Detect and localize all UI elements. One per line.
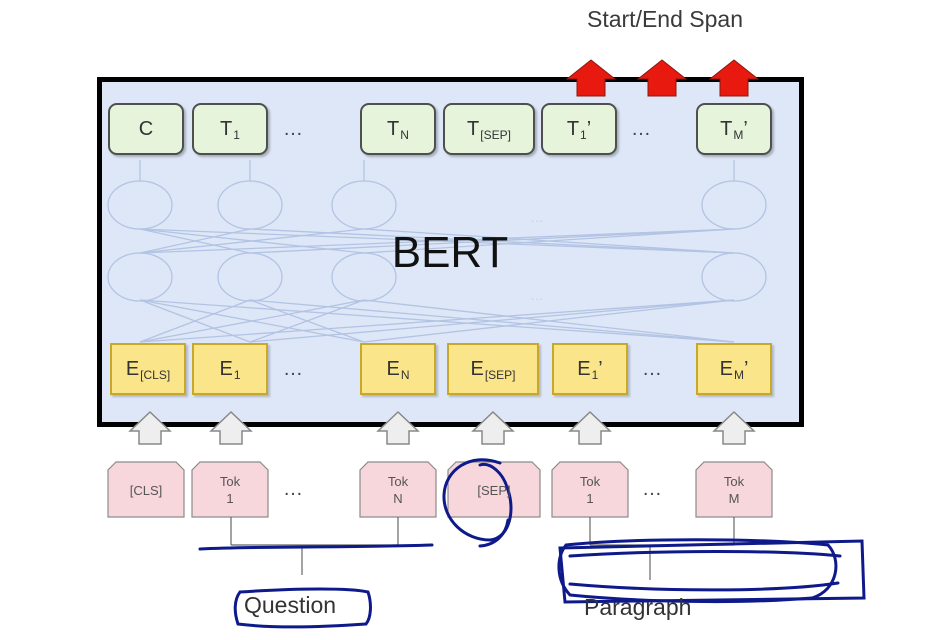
embedding-box-esep: E [SEP]	[447, 343, 539, 395]
output-box-tsep: T [SEP]	[443, 103, 535, 155]
span-arrows	[565, 59, 760, 97]
output-box-t1-prime: T 1’	[541, 103, 617, 155]
input-arrow-icon	[471, 410, 515, 445]
input-arrow-icon	[568, 410, 612, 445]
output-box-tm-prime: T M’	[696, 103, 772, 155]
embedding-subscript: M	[733, 368, 744, 382]
hidden-ellipsis-upper: …	[530, 209, 544, 225]
sep-circle	[442, 458, 513, 542]
token-sep: [SEP]	[448, 462, 540, 518]
token-para-tok-1: Tok 1	[552, 462, 628, 518]
output-prime-mark: ’	[743, 117, 748, 140]
sep-tail	[478, 518, 510, 548]
output-box-cls: C	[108, 103, 184, 155]
handwritten-annotations	[198, 458, 866, 629]
output-main: T	[467, 117, 480, 140]
token-tok-n: Tok N	[360, 462, 436, 518]
embedding-ellipsis-right: …	[642, 358, 663, 380]
output-main: T	[387, 117, 400, 140]
paragraph-scribble	[557, 538, 838, 604]
token-line1: Tok	[723, 474, 745, 489]
output-ellipsis-right: …	[631, 118, 652, 140]
embedding-main: E	[219, 357, 233, 380]
input-arrow-icon	[376, 410, 420, 445]
embedding-main: E	[719, 357, 733, 380]
input-arrows	[128, 410, 756, 445]
question-box	[233, 587, 372, 629]
embedding-box-e1-prime: E 1’	[552, 343, 628, 395]
span-arrow-icon	[565, 59, 617, 97]
output-subscript: N	[400, 128, 409, 142]
token-line2: 1	[226, 491, 234, 506]
token-ellipsis-left: …	[283, 478, 304, 500]
token-shapes	[107, 461, 773, 518]
embedding-main: E	[470, 357, 484, 380]
output-prime-mark: ’	[586, 117, 592, 140]
token-ellipsis-right: …	[642, 478, 663, 500]
token-line1: [CLS]	[129, 482, 163, 498]
span-arrow-icon	[636, 59, 688, 97]
hidden-ellipsis-lower: …	[530, 287, 544, 303]
output-subscript: M	[733, 128, 744, 142]
token-line1: [SEP]	[477, 482, 511, 498]
output-main: C	[138, 117, 154, 140]
question-underline	[198, 543, 434, 551]
token-line1: Tok	[219, 474, 241, 489]
token-line1: Tok	[579, 474, 601, 489]
token-line2: 1	[586, 491, 594, 506]
token-para-tok-m: Tok M	[696, 462, 772, 518]
token-line2: N	[393, 491, 403, 506]
paragraph-scribble	[568, 581, 840, 592]
token-cls: [CLS]	[108, 462, 184, 518]
embedding-main: E	[577, 357, 591, 380]
output-subscript: 1	[580, 128, 587, 142]
segment-brackets	[230, 517, 735, 580]
embedding-ellipsis-left: …	[283, 358, 304, 380]
embedding-prime-mark: ’	[743, 357, 749, 380]
span-output-title: Start/End Span	[587, 6, 743, 32]
output-ellipsis-left: …	[283, 118, 304, 140]
embedding-subscript: [SEP]	[484, 368, 516, 382]
token-line1: Tok	[387, 474, 409, 489]
paragraph-label: Paragraph	[584, 594, 692, 620]
input-arrow-icon	[209, 410, 253, 445]
question-label: Question	[244, 592, 337, 618]
paragraph-scribble	[558, 539, 866, 604]
embedding-prime-mark: ’	[598, 357, 603, 380]
output-subscript: [SEP]	[480, 128, 511, 142]
embedding-box-cls: E [CLS]	[110, 343, 186, 395]
embedding-subscript: [CLS]	[140, 368, 171, 382]
output-main: T	[220, 117, 233, 140]
span-arrow-icon	[708, 59, 760, 97]
embedding-box-em-prime: E M’	[696, 343, 772, 395]
token-line2: M	[728, 491, 740, 506]
output-main: T	[720, 117, 733, 140]
input-arrow-icon	[128, 410, 172, 445]
embedding-subscript: 1	[591, 368, 599, 382]
embedding-subscript: N	[400, 368, 410, 382]
input-arrow-icon	[712, 410, 756, 445]
output-subscript: 1	[233, 128, 240, 142]
embedding-subscript: 1	[233, 368, 241, 382]
embedding-main: E	[125, 357, 140, 380]
bert-label: BERT	[391, 228, 509, 277]
output-main: T	[566, 117, 580, 140]
paragraph-scribble	[568, 550, 842, 558]
embedding-main: E	[386, 357, 400, 380]
token-tok-1: Tok 1	[192, 462, 268, 518]
